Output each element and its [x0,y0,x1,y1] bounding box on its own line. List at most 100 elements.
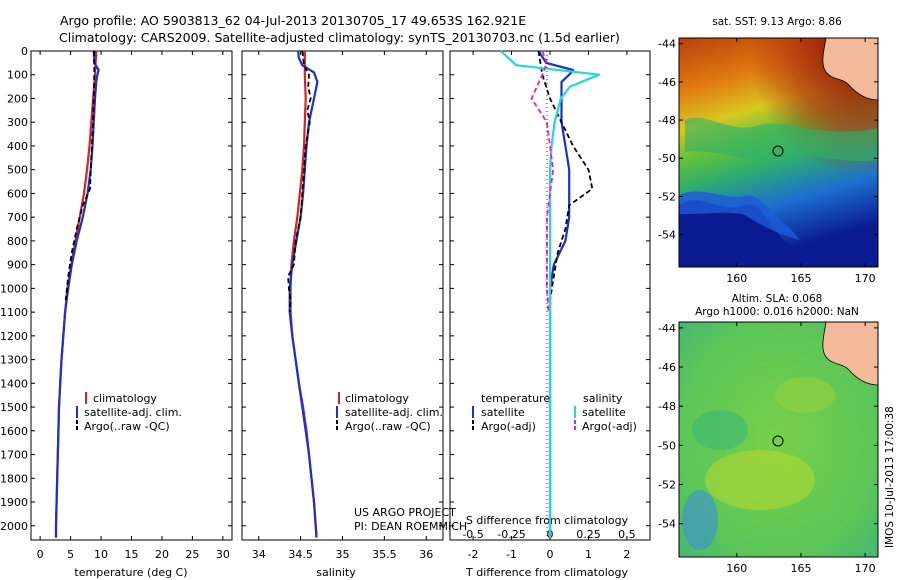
lat-tick-label: -50 [658,152,676,165]
lat-tick-label: -54 [658,229,676,242]
argo-float-marker [772,145,784,157]
lat-tick-label: -50 [658,439,676,452]
depth-tick-label: 1600 [0,425,28,438]
depth-tick-label: 1500 [0,401,28,414]
x-tick-label: -2 [468,548,479,561]
lat-tick-label: -48 [658,400,676,413]
series-line-t-argo-adj- [537,50,594,301]
x-tick-label: 34 [252,548,266,561]
lat-tick-label: -46 [658,361,676,374]
x-tick-label: 2 [623,548,630,561]
timestamp-stamp: IMOS 10-Jul-2013 17:00:38 [884,406,896,548]
lon-tick-label: 160 [726,562,747,575]
t-difference-xaxis: -2 -1 0 1 2 [468,51,630,561]
temperature-series [54,50,100,538]
series-line-satellite-adj-clim- [54,50,100,538]
x-tick-label: 0 [547,548,554,561]
depth-tick-label: 0 [21,45,28,58]
x-tick-label: 0 [37,548,44,561]
salinity-series [287,50,319,538]
difference-series [500,50,601,538]
sst-map-title: sat. SST: 9.13 Argo: 8.86 [712,16,842,28]
x2-tick-label: 0.5 [618,528,636,541]
depth-tick-label: 1900 [0,496,28,509]
legend-label-sat: satellite-adj. clim. [345,406,443,419]
legend-label-clim: climatology [93,392,157,405]
depth-tick-label: 1800 [0,472,28,485]
depth-tick-label: 2000 [0,520,28,533]
x-tick-label: 35 [336,548,350,561]
x-tick-label: 5 [67,548,74,561]
lon-tick-label: 165 [790,272,811,285]
temperature-legend: climatology satellite-adj. clim. Argo(..… [76,392,182,433]
pi-credit: PI: DEAN ROEMMICH [354,520,467,533]
x2-tick-label: 0.25 [576,528,601,541]
lon-tick-label: 170 [855,272,876,285]
depth-tick-label: 700 [7,211,28,224]
lon-tick-label: 170 [855,562,876,575]
x2-tick-label: -0.5 [462,528,483,541]
figure-title: Argo profile: AO 5903813_62 04-Jul-2013 … [60,13,526,28]
sst-map-axes: -44 -46 -48 -50 -52 -54 160 165 170 [658,38,878,285]
legend-label-argo: Argo(..raw -QC) [84,420,170,433]
lon-tick-label: 160 [726,272,747,285]
depth-tick-label: 900 [7,259,28,272]
series-line-s-satellite [500,50,601,538]
depth-tick-label: 1300 [0,354,28,367]
legend-label-clim: climatology [345,392,409,405]
salinity-legend: climatology satellite-adj. clim. Argo(..… [336,392,443,433]
sla-map-axes: -44 -46 -48 -50 -52 -54 160 165 170 [658,322,878,575]
legend-title-temperature: temperature [481,392,550,405]
difference-legend: temperature salinity satellite Argo(-adj… [472,392,637,433]
sla-map-frame [678,321,879,558]
x-tick-label: 36 [419,548,433,561]
depth-tick-label: 100 [7,69,28,82]
x-tick-label: 10 [94,548,108,561]
lon-tick-label: 165 [790,562,811,575]
legend-label-t-argo: Argo(-adj) [481,420,536,433]
sla-map-title: Altim. SLA: 0.068 [732,293,823,305]
s-difference-xlabel: S difference from climatology [466,514,629,527]
legend-label-s-sat: satellite [582,406,626,419]
lat-tick-label: -52 [658,479,676,492]
x-tick-label: 15 [125,548,139,561]
x-tick-label: 35.5 [372,548,397,561]
legend-title-salinity: salinity [583,392,623,405]
x-tick-label: -1 [506,548,517,561]
legend-label-s-argo: Argo(-adj) [582,420,637,433]
project-credit: US ARGO PROJECT [354,506,456,519]
depth-tick-label: 500 [7,164,28,177]
series-line-argo-raw-qc- [64,51,96,301]
x-tick-label: 20 [155,548,169,561]
sla-map-subtitle: Argo h1000: 0.016 h2000: NaN [695,306,859,318]
depth-tick-label: 1100 [0,306,28,319]
lat-tick-label: -44 [658,38,676,51]
x-tick-label: 30 [216,548,230,561]
lat-tick-label: -54 [658,518,676,531]
argo-float-marker [772,435,784,447]
salinity-xlabel: salinity [316,566,356,579]
series-line-satellite-adj-clim- [288,50,319,538]
sst-map-frame [678,37,879,268]
lat-tick-label: -44 [658,322,676,335]
temperature-xaxis: 0 5 10 15 20 25 30 [37,51,230,561]
depth-tick-label: 1200 [0,330,28,343]
depth-tick-label: 600 [7,187,28,200]
sst-map [679,38,878,267]
t-difference-xlabel: T difference from climatology [465,566,628,579]
salinity-xaxis: 34 34.5 35 35.5 36 [252,51,433,561]
x-tick-label: 25 [185,548,199,561]
depth-tick-label: 800 [7,235,28,248]
lat-tick-label: -52 [658,190,676,203]
x2-tick-label: -0.25 [497,528,525,541]
legend-label-argo: Argo(..raw -QC) [345,420,431,433]
legend-label-sat: satellite-adj. clim. [84,406,182,419]
series-line-argo-raw-qc- [287,50,312,313]
depth-axis: 0 100 200 300 400 500 600 700 800 900 1000 1100 1200… [0,45,650,533]
lat-tick-label: -48 [658,114,676,127]
temperature-axes [30,50,233,541]
temperature-xlabel: temperature (deg C) [74,566,187,579]
legend-label-t-sat: satellite [481,406,525,419]
series-line-s-argo-adj- [530,50,554,313]
